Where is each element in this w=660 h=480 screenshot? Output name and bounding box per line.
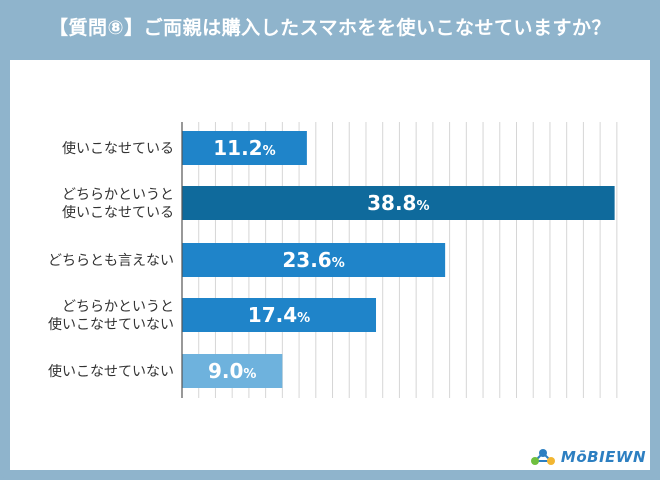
category-label: 使いこなせている (62, 140, 174, 157)
bar-value-number: 11.2 (213, 136, 262, 160)
bar-value-number: 17.4 (248, 303, 297, 327)
bar-value-label: 23.6% (282, 248, 344, 272)
logo-text: MōBIEWN (560, 448, 646, 466)
bar (182, 243, 446, 277)
category-label: 使いこなせていない (48, 363, 174, 380)
category-label: 使いこなせていない (48, 316, 174, 333)
category-label: どちらかというと (62, 187, 174, 203)
bar-value-label: 9.0% (208, 359, 256, 383)
chart-panel: 11.2% 使いこなせている 38.8% どちらかというと 使いこなせている 23.6% ど… (10, 60, 650, 470)
bar-value-unit: % (263, 144, 276, 159)
bar (182, 354, 283, 388)
bar (182, 298, 377, 332)
category-label: どちらかというと (62, 299, 174, 315)
bar-value-number: 9.0 (208, 359, 243, 383)
bar-value-number: 23.6 (282, 248, 331, 272)
bar-value-unit: % (332, 256, 345, 271)
mobiewn-logo: MōBIEWN (529, 442, 646, 472)
bar-value-label: 17.4% (248, 303, 310, 327)
bar-value-unit: % (243, 367, 256, 382)
bar-value-number: 38.8 (367, 191, 416, 215)
molecule-logo-icon (530, 449, 555, 465)
category-label: 使いこなせている (62, 204, 174, 221)
category-label: どちらとも言えない (48, 253, 174, 269)
bar-value-unit: % (297, 311, 310, 326)
bar (182, 186, 615, 220)
chart-title: 【質問⑧】ご両親は購入したスマホをを使いこなせていますか？ (48, 17, 612, 39)
bar-value-label: 38.8% (367, 191, 429, 215)
bar (182, 131, 307, 165)
bar-value-unit: % (416, 199, 429, 214)
bar-value-label: 11.2% (213, 136, 275, 160)
